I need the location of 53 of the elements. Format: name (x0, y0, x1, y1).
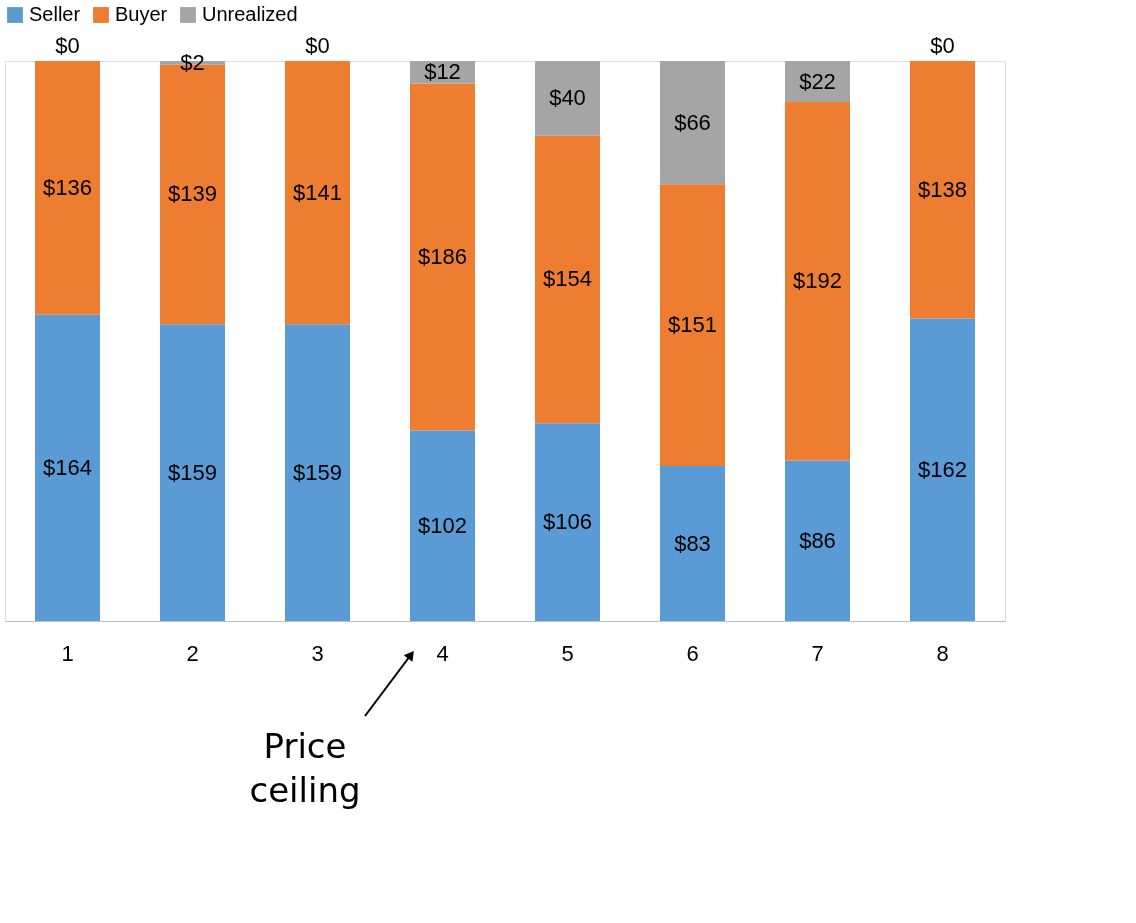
data-label: $102 (418, 512, 467, 538)
data-label: $40 (549, 85, 586, 111)
x-tick-label: 5 (561, 640, 574, 666)
bar (785, 102, 850, 461)
bar (910, 318, 975, 621)
bar (660, 61, 725, 185)
data-label: $136 (43, 174, 92, 200)
data-label: $138 (918, 176, 967, 202)
data-label: $106 (543, 509, 592, 535)
data-label: $12 (424, 59, 461, 85)
data-label: $159 (293, 459, 342, 485)
data-label: $0 (930, 33, 955, 58)
bar (785, 460, 850, 621)
bar (160, 324, 225, 621)
data-label: $186 (418, 244, 467, 269)
data-label: $164 (43, 454, 92, 480)
data-label: $0 (55, 33, 80, 58)
x-tick-label: 4 (436, 640, 449, 666)
bar (35, 61, 100, 315)
bar (285, 61, 350, 325)
data-label: $151 (668, 312, 717, 338)
legend-label: Buyer (115, 3, 168, 25)
data-label: $192 (793, 268, 842, 294)
x-tick-label: 8 (936, 640, 949, 666)
legend-label: Unrealized (202, 3, 298, 25)
data-label: $162 (918, 456, 967, 482)
data-label: $2 (180, 49, 205, 75)
data-label: $159 (168, 459, 217, 485)
data-label: $154 (543, 266, 592, 292)
data-label: $86 (799, 527, 836, 553)
bar (410, 83, 475, 431)
text: Price ceiling (249, 726, 361, 810)
bar (410, 430, 475, 621)
x-tick-label: 6 (686, 640, 699, 666)
bar (35, 314, 100, 621)
bar (535, 135, 600, 424)
bar (535, 61, 600, 136)
x-tick-label: 1 (61, 640, 74, 666)
bar (660, 184, 725, 467)
x-tick-label: 3 (311, 640, 324, 666)
data-label: $66 (674, 109, 711, 135)
bar (910, 61, 975, 319)
x-tick-label: 2 (186, 640, 199, 666)
data-label: $22 (799, 68, 836, 94)
data-label: $0 (305, 33, 330, 58)
x-tick-label: 7 (811, 640, 824, 666)
bar (660, 466, 725, 621)
bar (285, 324, 350, 621)
legend-label: Seller (29, 3, 81, 25)
data-label: $141 (293, 179, 342, 205)
bar (535, 423, 600, 621)
data-label: $139 (168, 181, 217, 207)
data-label: $83 (674, 530, 711, 556)
